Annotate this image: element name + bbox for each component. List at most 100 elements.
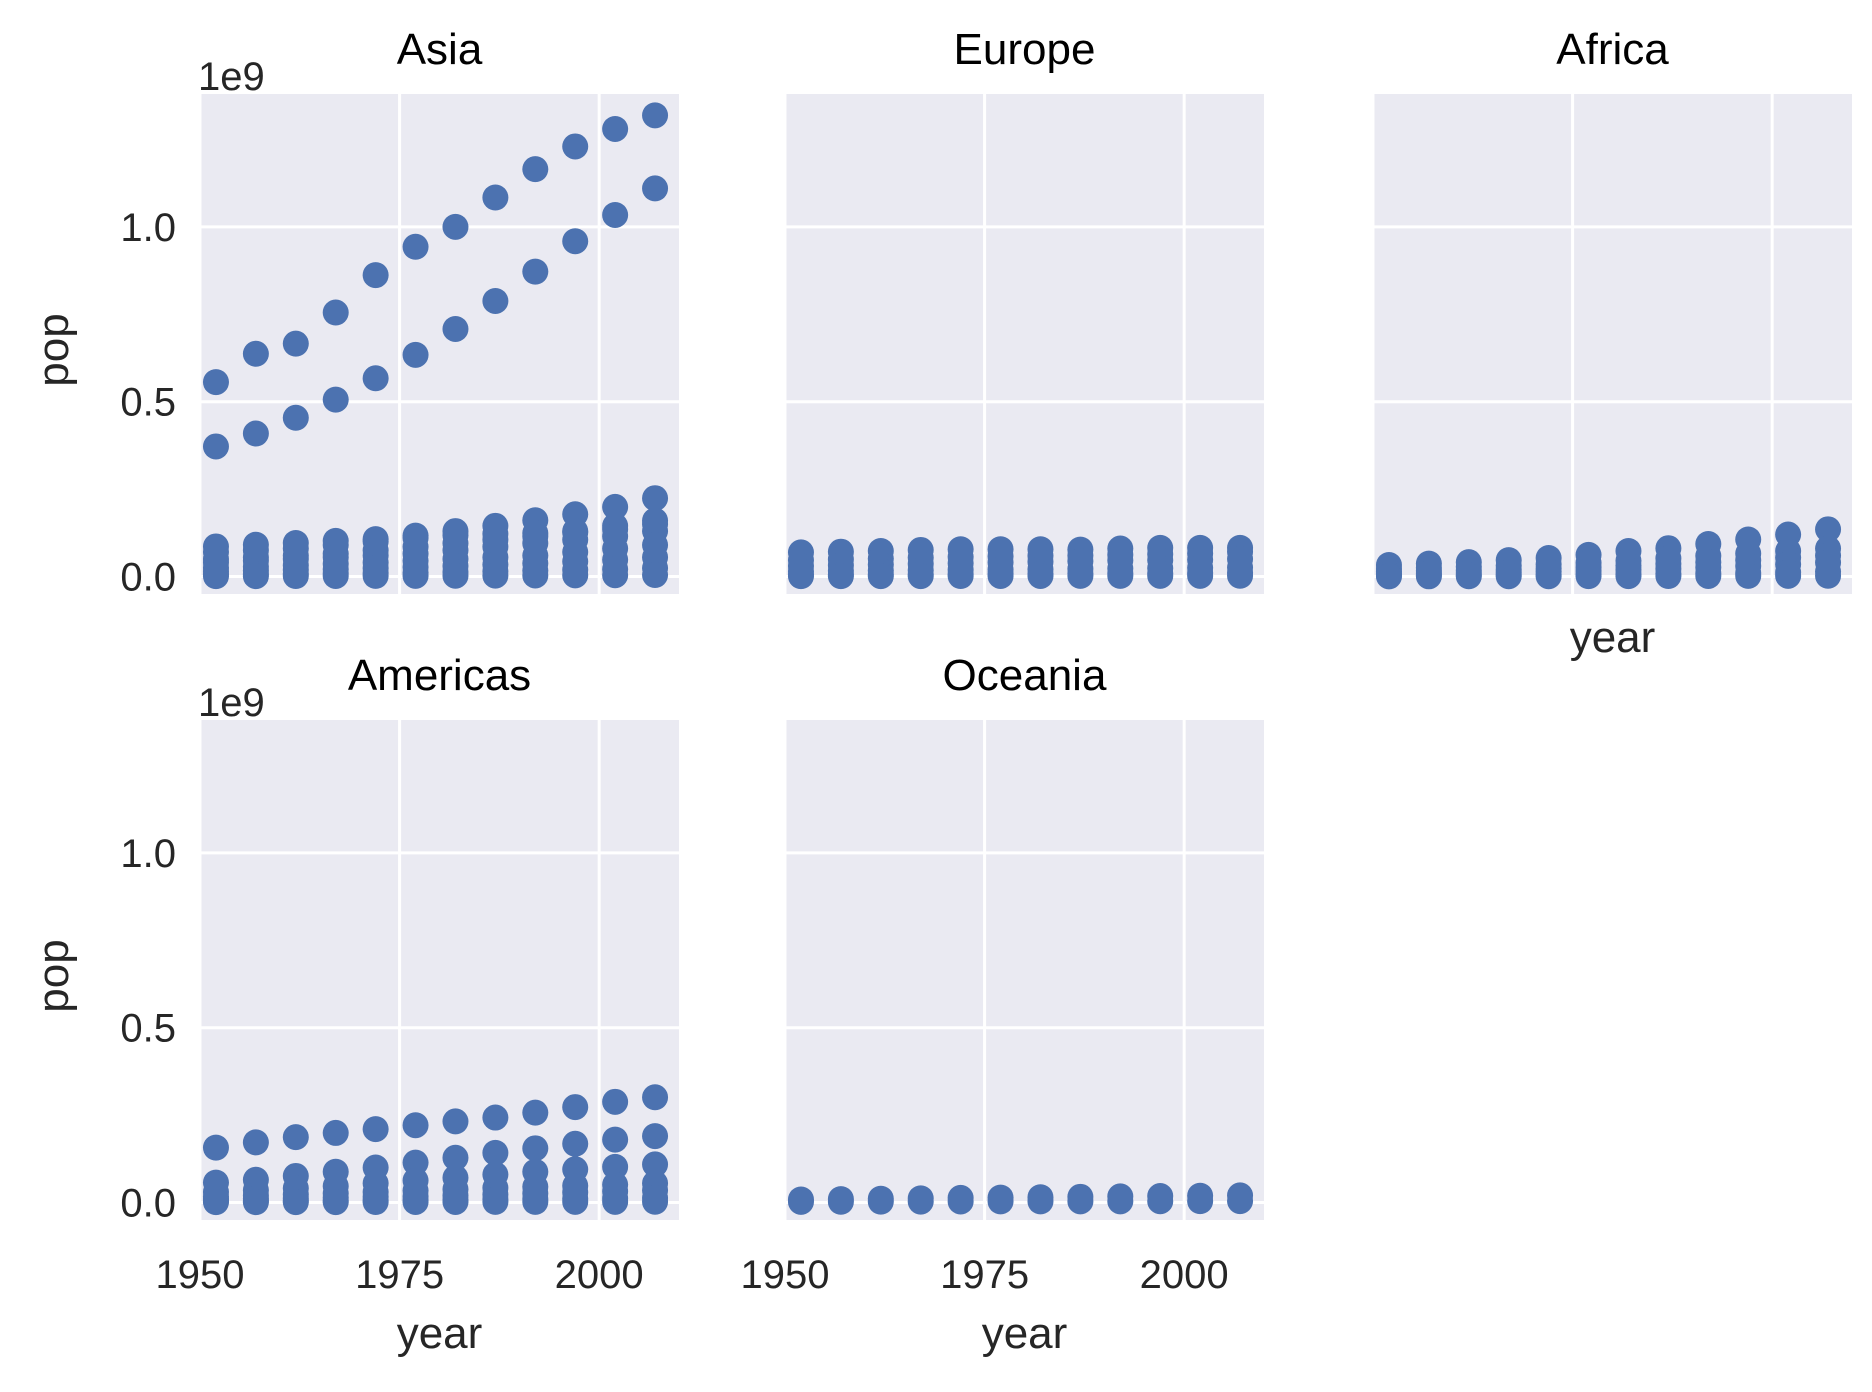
point-asia-1952 [202, 433, 229, 460]
point-americas-1997 [562, 1094, 589, 1121]
x-tick-label: 1975 [940, 1253, 1029, 1297]
y-tick-label: 0.5 [120, 381, 176, 425]
point-americas-1987 [482, 1188, 509, 1215]
point-americas-1977 [402, 1188, 429, 1215]
point-oceania-2002 [1187, 1188, 1214, 1215]
point-americas-1962 [282, 1189, 309, 1216]
facet-title-oceania: Oceania [943, 651, 1107, 700]
point-asia-1997 [562, 133, 589, 160]
point-asia-2002 [602, 201, 629, 228]
point-americas-1997 [562, 1130, 589, 1157]
point-asia-1957 [242, 340, 269, 367]
point-asia-1977 [402, 341, 429, 368]
point-americas-2007 [642, 1188, 669, 1215]
facet-title-africa: Africa [1556, 25, 1669, 74]
point-asia-1972 [362, 562, 389, 589]
point-oceania-1967 [907, 1188, 934, 1215]
facet-background [785, 720, 1264, 1220]
point-americas-2002 [602, 1126, 629, 1153]
point-oceania-1952 [787, 1188, 814, 1215]
facet-americas: Americas 0.0 0.5 1.0 pop 1e9 1950 1975 2000 year [29, 651, 679, 1358]
y-offset-label: 1e9 [198, 681, 265, 725]
point-asia-2002 [602, 115, 629, 142]
point-africa-1972 [1535, 563, 1562, 590]
facet-africa: Africa year [1371, 25, 1852, 662]
point-asia-1967 [322, 562, 349, 589]
point-americas-1972 [362, 1189, 389, 1216]
point-asia-1952 [202, 563, 229, 590]
point-oceania-1977 [987, 1188, 1014, 1215]
point-asia-1992 [522, 156, 549, 183]
point-asia-1987 [482, 562, 509, 589]
point-asia-2002 [602, 493, 629, 520]
point-americas-1957 [242, 1189, 269, 1216]
point-asia-1977 [402, 562, 429, 589]
point-africa-1957 [1415, 563, 1442, 590]
point-oceania-1997 [1147, 1188, 1174, 1215]
point-americas-1992 [522, 1135, 549, 1162]
facet-title-americas: Americas [348, 651, 531, 700]
point-asia-1982 [442, 213, 469, 240]
y-tick-label: 0.0 [120, 1182, 176, 1226]
point-africa-2007 [1815, 516, 1842, 543]
point-asia-1982 [442, 315, 469, 342]
point-africa-2007 [1815, 562, 1842, 589]
facet-title-europe: Europe [954, 25, 1096, 74]
x-tick-label: 2000 [555, 1253, 644, 1297]
point-asia-1982 [442, 562, 469, 589]
point-asia-1962 [282, 563, 309, 590]
facet-title-asia: Asia [397, 25, 483, 74]
point-americas-1992 [522, 1188, 549, 1215]
point-americas-2002 [602, 1188, 629, 1215]
point-americas-2007 [642, 1123, 669, 1150]
point-asia-2007 [642, 485, 669, 512]
point-europe-1982 [1027, 562, 1054, 589]
point-oceania-1982 [1027, 1188, 1054, 1215]
x-axis-label: year [982, 1309, 1068, 1358]
point-oceania-1987 [1067, 1188, 1094, 1215]
x-tick-label: 2000 [1140, 1253, 1229, 1297]
facet-background [1373, 94, 1852, 594]
point-oceania-1992 [1107, 1188, 1134, 1215]
y-offset-label: 1e9 [198, 55, 265, 99]
point-americas-1977 [402, 1112, 429, 1139]
x-tick-label: 1950 [741, 1253, 830, 1297]
point-africa-2002 [1775, 562, 1802, 589]
point-asia-2007 [642, 175, 669, 202]
point-europe-1987 [1067, 562, 1094, 589]
point-europe-1977 [987, 562, 1014, 589]
point-americas-2002 [602, 1088, 629, 1115]
point-americas-1987 [482, 1104, 509, 1131]
facet-oceania: Oceania 1950 1975 2000 year [741, 651, 1264, 1358]
point-asia-1962 [282, 404, 309, 431]
point-europe-1957 [827, 563, 854, 590]
point-asia-1957 [242, 563, 269, 590]
point-oceania-2007 [1227, 1188, 1254, 1215]
x-tick-label: 1950 [156, 1253, 245, 1297]
point-oceania-1972 [947, 1188, 974, 1215]
point-asia-1997 [562, 228, 589, 255]
point-africa-1952 [1375, 563, 1402, 590]
x-axis-label: year [397, 1309, 483, 1358]
point-americas-1992 [522, 1099, 549, 1126]
point-asia-1962 [282, 330, 309, 357]
point-asia-2007 [642, 102, 669, 129]
point-europe-2002 [1187, 562, 1214, 589]
point-americas-2007 [642, 1084, 669, 1111]
point-europe-1952 [787, 563, 814, 590]
point-americas-2002 [602, 1153, 629, 1180]
point-asia-2002 [602, 562, 629, 589]
facet-asia: Asia 0.0 0.5 1.0 pop 1e9 [29, 25, 679, 600]
point-americas-1967 [322, 1189, 349, 1216]
point-asia-2007 [642, 562, 669, 589]
point-americas-1957 [242, 1129, 269, 1156]
y-tick-label: 1.0 [120, 206, 176, 250]
point-africa-1962 [1455, 563, 1482, 590]
point-asia-1957 [242, 420, 269, 447]
point-africa-1987 [1655, 563, 1682, 590]
x-axis-label: year [1570, 613, 1656, 662]
x-tick-label: 1975 [355, 1253, 444, 1297]
point-europe-1992 [1107, 562, 1134, 589]
y-axis-label: pop [29, 313, 78, 386]
